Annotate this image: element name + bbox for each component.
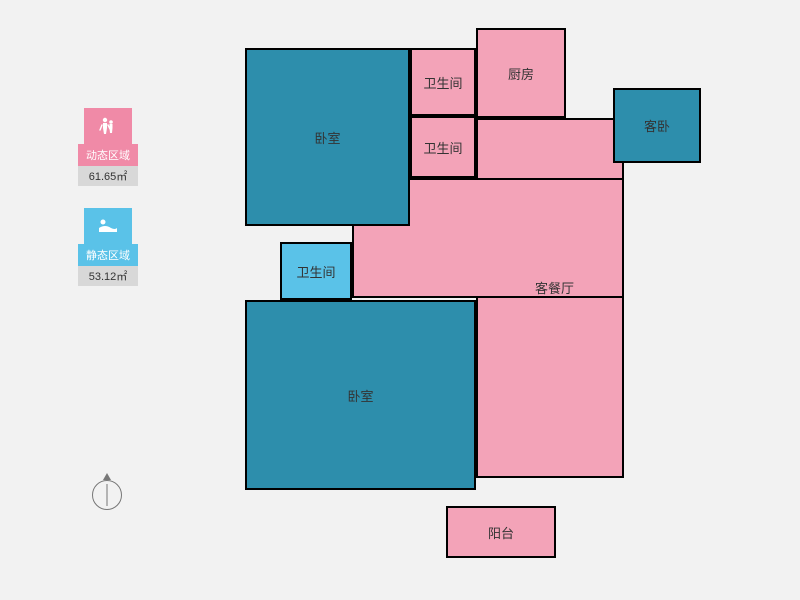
legend-dynamic-value: 61.65㎡ [78, 166, 138, 186]
room-bath3: 卫生间 [280, 242, 352, 300]
room-bedroom2-label: 卧室 [347, 386, 373, 405]
room-guest: 客卧 [613, 88, 701, 163]
room-bath1: 卫生间 [410, 48, 476, 116]
room-balcony-label: 阳台 [488, 523, 514, 542]
compass-icon [92, 480, 122, 510]
room-bath1-label: 卫生间 [423, 73, 462, 92]
room-bath3-label: 卫生间 [296, 262, 335, 281]
legend-dynamic-swatch [84, 108, 132, 144]
room-bath2: 卫生间 [410, 116, 476, 178]
floorplan: 客餐厅 卧室 卫生间 厨房 客卧 卫生间 卫生间 卧室 阳台 [245, 28, 745, 588]
legend-dynamic: 动态区域 61.65㎡ [78, 108, 138, 186]
room-bedroom2: 卧室 [245, 300, 476, 490]
room-kitchen: 厨房 [476, 28, 566, 118]
room-bedroom1-label: 卧室 [314, 128, 340, 147]
room-kitchen-label: 厨房 [508, 64, 534, 83]
people-icon [98, 116, 118, 136]
legend-static-swatch [84, 208, 132, 244]
legend-dynamic-label: 动态区域 [78, 144, 138, 166]
room-guest-label: 客卧 [644, 116, 670, 135]
rest-icon [97, 218, 119, 234]
room-bedroom1: 卧室 [245, 48, 410, 226]
room-balcony: 阳台 [446, 506, 556, 558]
room-living-label: 客餐厅 [535, 278, 574, 297]
room-living-vert [476, 118, 624, 478]
legend-static-value: 53.12㎡ [78, 266, 138, 286]
legend: 动态区域 61.65㎡ 静态区域 53.12㎡ [78, 108, 138, 308]
room-bath2-label: 卫生间 [423, 138, 462, 157]
legend-static-label: 静态区域 [78, 244, 138, 266]
legend-static: 静态区域 53.12㎡ [78, 208, 138, 286]
